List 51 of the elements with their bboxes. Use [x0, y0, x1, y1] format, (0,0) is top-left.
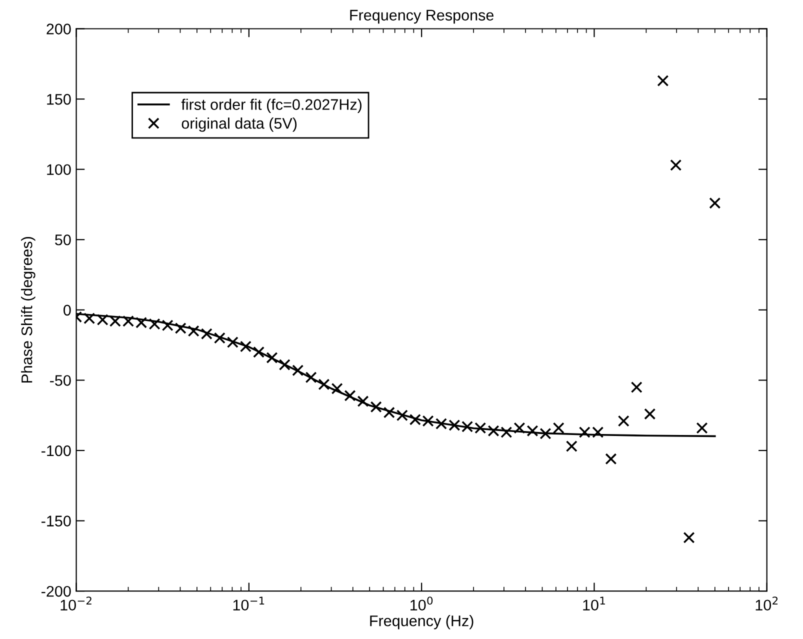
point — [566, 440, 578, 452]
point — [266, 352, 278, 364]
point — [318, 378, 330, 390]
point — [240, 340, 252, 352]
x-tick-label: 10$^{2}$ — [756, 596, 778, 611]
point — [540, 428, 552, 440]
y-tick-label: 100 — [47, 164, 71, 176]
y-tick-label: -50 — [50, 375, 71, 386]
legend-label: original data (5V) — [182, 118, 297, 132]
point — [709, 197, 721, 209]
y-tick-label: 150 — [47, 94, 71, 105]
y-tick-label: 0 — [64, 304, 71, 316]
point — [683, 532, 695, 544]
point — [618, 415, 630, 427]
chart-title: Frequency Response — [350, 10, 494, 24]
y-tick-label: 50 — [55, 234, 71, 246]
point — [630, 381, 642, 393]
point — [344, 390, 356, 402]
point — [252, 346, 265, 358]
legend-label: first order fit (fc=0.2027Hz) — [181, 98, 362, 113]
point — [214, 332, 226, 344]
point — [370, 401, 382, 413]
point — [292, 364, 304, 376]
x-tick-label: 10$^{−1}$ — [233, 596, 264, 611]
point — [357, 396, 369, 408]
point — [605, 453, 617, 465]
x-tick-label: 10$^{0}$ — [410, 596, 433, 611]
x-tick-label: 10$^{1}$ — [583, 596, 605, 611]
y-tick-label: 200 — [46, 24, 71, 34]
x-axis-title: Frequency (Hz) — [370, 615, 474, 630]
point — [188, 325, 200, 337]
point — [657, 75, 669, 87]
x-tick-label: 10$^{−2}$ — [60, 596, 92, 611]
y-axis-title: Phase Shift (degrees) — [21, 236, 36, 383]
point — [644, 408, 656, 420]
point — [200, 328, 212, 340]
point — [383, 406, 395, 418]
y-tick-label: -200 — [42, 586, 71, 597]
point — [278, 358, 290, 371]
point — [526, 425, 538, 437]
point — [174, 322, 186, 334]
point — [670, 159, 682, 171]
point — [552, 422, 564, 434]
y-tick-label: -100 — [42, 445, 71, 456]
point — [514, 422, 526, 434]
point — [226, 336, 238, 348]
point — [696, 422, 708, 434]
y-tick-label: -150 — [42, 516, 71, 526]
point — [396, 410, 408, 422]
point — [331, 382, 343, 394]
point — [305, 372, 317, 384]
